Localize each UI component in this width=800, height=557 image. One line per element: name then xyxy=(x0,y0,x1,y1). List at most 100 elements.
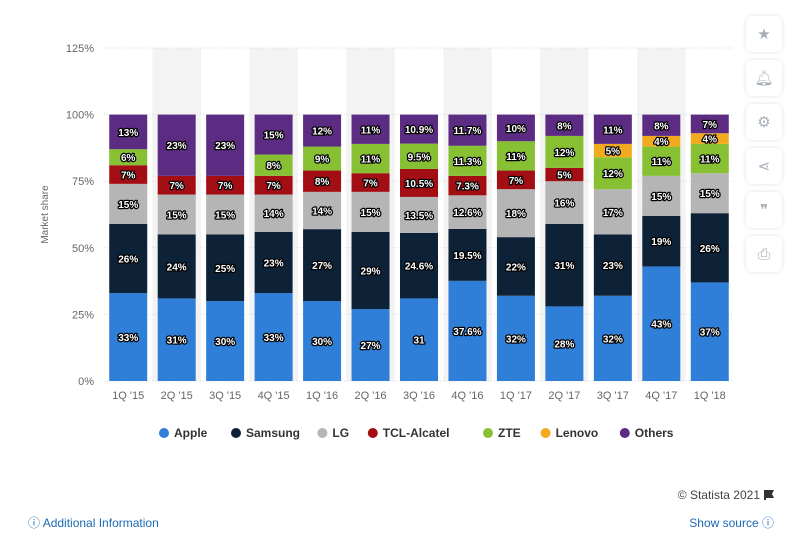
data-label-halo: 7% xyxy=(169,181,184,192)
data-label: 16% xyxy=(554,199,574,210)
data-label: 12.6% xyxy=(453,208,481,219)
data-label-halo: 28% xyxy=(554,340,574,351)
statista-credit[interactable]: © Statista 2021 xyxy=(678,488,774,502)
bar-segment-apple xyxy=(157,298,196,381)
data-label-halo: 27% xyxy=(361,341,381,352)
legend-marker-zte[interactable] xyxy=(483,428,493,438)
legend-item-samsung[interactable]: Samsung xyxy=(246,426,300,440)
toolbar-sidebar: ★ 🔔︎ ⚙ ⋖ ❞ ⎙ xyxy=(744,16,784,280)
bar-segment-zte xyxy=(254,154,293,176)
legend-marker-lg[interactable] xyxy=(317,428,328,438)
data-label-halo: 12.6% xyxy=(453,208,481,219)
legend-item-tcl-alcatel[interactable]: TCL-Alcatel xyxy=(383,426,450,440)
data-label-halo: 37% xyxy=(700,328,720,339)
data-label-halo: 12% xyxy=(554,148,574,159)
data-label-halo: 9% xyxy=(315,155,330,166)
data-label-halo: 11.3% xyxy=(454,157,482,168)
bar-segment-tcl-alcatel xyxy=(303,170,342,192)
bar-segment-apple xyxy=(254,293,293,381)
y-tick-label: 125% xyxy=(66,43,94,55)
additional-information-link[interactable]: ⓘ Additional Information xyxy=(28,514,159,531)
data-label-halo: 5% xyxy=(606,147,621,158)
data-label-halo: 10% xyxy=(506,124,526,135)
legend-marker-lenovo[interactable] xyxy=(540,428,551,438)
x-tick-label: 3Q '17 xyxy=(597,390,629,402)
data-label-halo: 15% xyxy=(651,192,671,203)
data-label: 7% xyxy=(266,181,281,192)
bar-segment-others xyxy=(496,114,535,142)
data-label-halo: 23% xyxy=(215,141,235,152)
bar-segment-samsung xyxy=(303,229,342,302)
data-label: 43% xyxy=(651,320,671,331)
bar-segment-zte xyxy=(593,157,632,190)
bar-segment-lg xyxy=(109,183,148,224)
bar-segment-tcl-alcatel xyxy=(351,173,390,192)
bar-segment-lg xyxy=(254,194,293,232)
data-label-halo: 30% xyxy=(312,337,332,348)
legend-item-lg[interactable]: LG xyxy=(332,426,349,440)
bar-segment-others xyxy=(206,114,245,176)
data-label: 23% xyxy=(215,141,235,152)
bar-segment-lg xyxy=(690,173,729,214)
data-label: 15% xyxy=(361,208,381,219)
bar-segment-lenovo xyxy=(593,143,632,158)
bar-segment-apple xyxy=(593,295,632,381)
star-icon[interactable]: ★ xyxy=(746,16,782,52)
data-label: 7% xyxy=(121,171,136,182)
data-label-halo: 11.7% xyxy=(454,126,482,137)
bar-segment-zte xyxy=(545,135,584,168)
legend-marker-apple[interactable] xyxy=(159,428,169,438)
data-label: 31% xyxy=(167,336,187,347)
data-label: 4% xyxy=(654,137,669,148)
data-label: 15% xyxy=(118,200,138,211)
data-label: 22% xyxy=(506,262,526,273)
bar-segment-others xyxy=(254,114,293,155)
data-label-halo: 30% xyxy=(215,337,235,348)
data-label: 23% xyxy=(603,261,623,272)
data-label: 19.5% xyxy=(453,251,481,262)
show-source-link[interactable]: Show source ⓘ xyxy=(689,514,774,531)
gear-icon[interactable]: ⚙ xyxy=(746,104,782,140)
bar-segment-tcl-alcatel xyxy=(448,175,487,196)
bar-segment-others xyxy=(642,114,681,136)
legend-marker-tcl-alcatel[interactable] xyxy=(367,428,378,438)
data-label: 27% xyxy=(312,261,332,272)
bar-segment-apple xyxy=(206,301,245,381)
bar-segment-tcl-alcatel xyxy=(496,170,535,190)
data-label: 23% xyxy=(167,141,187,152)
data-label: 5% xyxy=(557,171,572,182)
y-tick-label: 25% xyxy=(72,309,94,321)
bar-segment-samsung xyxy=(254,231,293,294)
data-label-halo: 33% xyxy=(264,333,284,344)
data-label: 8% xyxy=(654,121,669,132)
data-label: 10.5% xyxy=(405,179,433,190)
share-icon[interactable]: ⋖ xyxy=(746,148,782,184)
bar-segment-others xyxy=(448,114,487,146)
bell-icon[interactable]: 🔔︎ xyxy=(746,60,782,96)
bar-segment-tcl-alcatel xyxy=(545,167,584,182)
data-label-halo: 19% xyxy=(651,237,671,248)
data-label: 31% xyxy=(554,261,574,272)
print-icon[interactable]: ⎙ xyxy=(746,236,782,272)
data-label: 4% xyxy=(703,135,718,146)
bar-segment-tcl-alcatel xyxy=(206,175,245,195)
legend-marker-others[interactable] xyxy=(619,428,630,438)
bar-segment-others xyxy=(303,114,342,147)
bar-segment-tcl-alcatel xyxy=(400,168,438,197)
bar-segment-samsung xyxy=(157,234,196,299)
legend-item-others[interactable]: Others xyxy=(635,426,674,440)
legend-item-apple[interactable]: Apple xyxy=(174,426,208,440)
x-tick-label: 3Q '15 xyxy=(209,390,241,402)
data-label: 7% xyxy=(169,181,184,192)
data-label: 32% xyxy=(603,334,623,345)
data-label: 12% xyxy=(603,169,623,180)
legend-item-lenovo[interactable]: Lenovo xyxy=(556,426,599,440)
legend-marker-samsung[interactable] xyxy=(231,428,241,438)
bar-segment-samsung xyxy=(545,223,584,307)
legend-item-zte[interactable]: ZTE xyxy=(498,426,521,440)
data-label-halo: 25% xyxy=(215,264,235,275)
quote-icon[interactable]: ❞ xyxy=(746,192,782,228)
data-label: 11% xyxy=(700,155,720,166)
x-tick-label: 4Q '17 xyxy=(645,390,677,402)
